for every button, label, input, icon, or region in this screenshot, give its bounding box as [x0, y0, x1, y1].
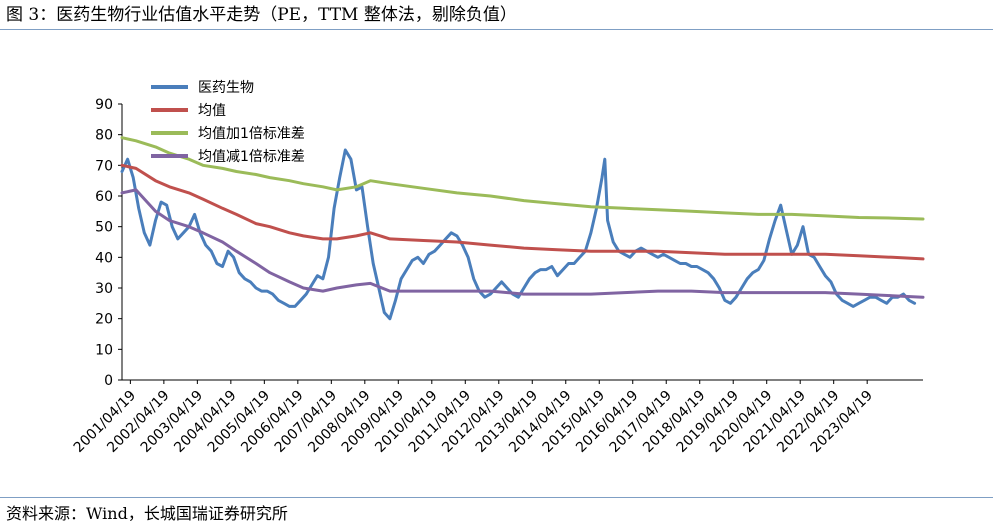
chart-axes: 01020304050607080902001/04/192002/04/192…: [71, 97, 923, 456]
pe-chart: 01020304050607080902001/04/192002/04/192…: [71, 80, 925, 456]
legend-label-2: 均值加1倍标准差: [198, 126, 305, 142]
y-tick-label: 90: [95, 97, 113, 113]
y-tick-label: 60: [95, 189, 113, 205]
y-tick-label: 70: [95, 158, 113, 174]
y-tick-label: 40: [95, 250, 113, 266]
legend-label-3: 均值减1倍标准差: [198, 149, 305, 165]
series-layer: [120, 136, 925, 321]
y-tick-label: 30: [95, 281, 113, 297]
series-line-3: [120, 188, 925, 299]
top-divider: [0, 29, 993, 30]
series-line-1: [120, 163, 925, 261]
bottom-divider: [0, 497, 993, 498]
y-tick-label: 80: [95, 128, 113, 144]
y-tick-label: 0: [104, 373, 113, 389]
legend-label-0: 医药生物: [198, 80, 254, 96]
figure-title: 图 3：医药生物行业估值水平走势（PE，TTM 整体法，剔除负值）: [6, 5, 517, 25]
source-note: 资料来源：Wind，长城国瑞证券研究所: [6, 504, 288, 523]
y-tick-label: 10: [95, 342, 113, 358]
y-tick-label: 50: [95, 220, 113, 236]
y-tick-label: 20: [95, 312, 113, 328]
series-line-2: [120, 136, 925, 221]
legend-label-1: 均值: [198, 103, 226, 119]
